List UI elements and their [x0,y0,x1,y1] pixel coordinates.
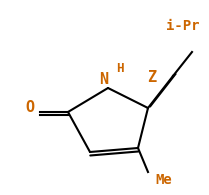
Text: i-Pr: i-Pr [166,19,200,33]
Text: Z: Z [147,71,157,85]
Text: O: O [25,99,34,114]
Text: N: N [99,73,108,88]
Text: Me: Me [155,173,172,187]
Text: H: H [116,61,124,74]
